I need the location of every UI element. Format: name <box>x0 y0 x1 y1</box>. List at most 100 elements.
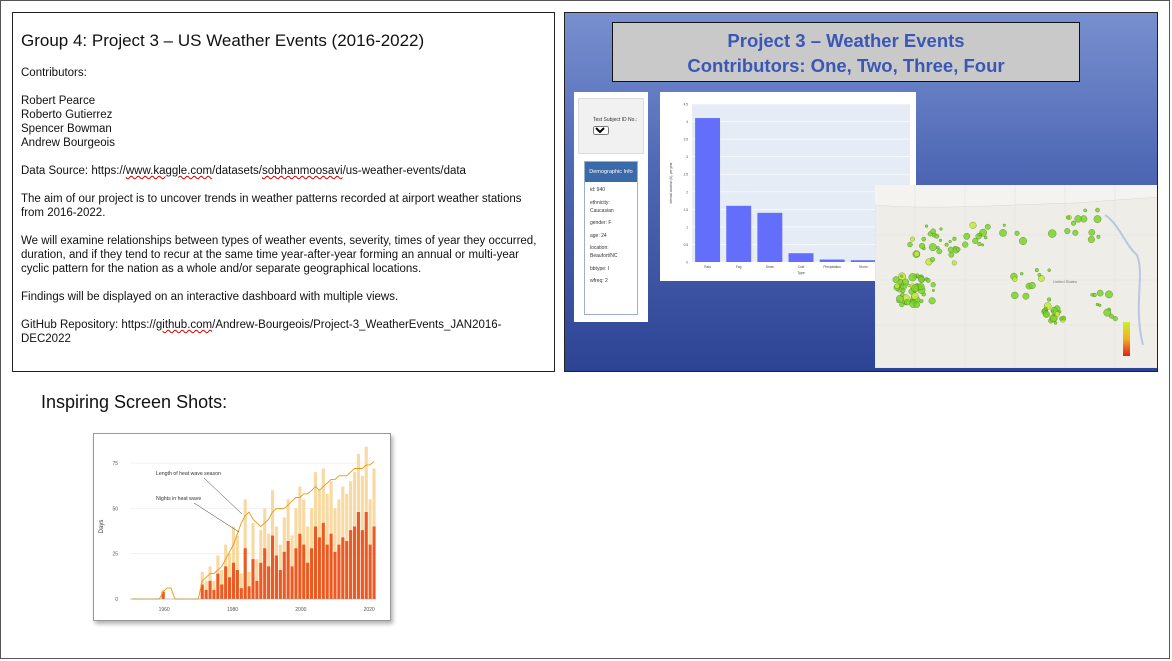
night-bar <box>208 580 212 599</box>
x-tick-label: 1960 <box>159 607 170 613</box>
map-svg: United States <box>875 185 1157 368</box>
night-bar <box>329 533 333 599</box>
night-bar <box>231 562 236 599</box>
map-point <box>901 282 904 286</box>
night-bar <box>282 551 286 599</box>
map-point <box>1019 237 1027 245</box>
map-point <box>931 288 935 292</box>
map-point <box>951 260 957 266</box>
map-point <box>999 229 1007 237</box>
season-bar <box>255 559 259 599</box>
map-point <box>1014 230 1020 236</box>
night-bar <box>286 541 290 599</box>
night-bar <box>161 591 165 599</box>
project-title: Group 4: Project 3 – US Weather Events (… <box>21 31 425 50</box>
map-point <box>947 246 954 253</box>
night-bar <box>306 562 310 599</box>
heat-chart-svg: 0 25 50 75 Days 1960 1980 2000 2020 Length of hea… <box>99 446 376 613</box>
map-country-label: United States <box>1053 279 1077 284</box>
map-point <box>1095 302 1099 307</box>
map-point <box>1034 268 1039 273</box>
night-bar <box>224 566 228 599</box>
map-point <box>1095 207 1100 213</box>
map-point <box>934 233 940 239</box>
night-bar <box>251 559 255 599</box>
night-bar <box>341 537 345 599</box>
map-point <box>1088 229 1096 236</box>
map-point <box>911 284 919 293</box>
map-point <box>1020 272 1024 276</box>
data-source: Data Source: https://www.kaggle.com/data… <box>21 165 466 177</box>
map-point <box>921 236 927 242</box>
map-point <box>1074 215 1082 223</box>
night-bar <box>243 548 247 599</box>
annotation-pointer <box>203 477 243 515</box>
map-point <box>1096 289 1104 297</box>
demo-item: ethnicity: Caucasian <box>590 199 614 214</box>
map-point <box>1047 268 1051 272</box>
demo-item: gender: F <box>590 220 612 226</box>
map-point <box>1011 291 1019 300</box>
x-tick-label: 2000 <box>295 607 306 613</box>
x-tick-label: Cold <box>798 265 805 269</box>
night-bar <box>321 522 325 599</box>
map-point <box>1002 223 1006 227</box>
map-point <box>938 238 943 242</box>
map-point <box>1103 308 1112 317</box>
map-point <box>924 224 929 228</box>
y-tick-label: 0 <box>686 261 688 265</box>
night-bar <box>310 548 314 599</box>
map-point <box>1109 313 1114 319</box>
map-point <box>1065 215 1071 220</box>
night-bar <box>235 570 239 599</box>
map-point <box>1047 297 1052 302</box>
x-tick-label: 1980 <box>227 607 238 613</box>
night-bar <box>349 530 353 599</box>
slide-preview: Project 3 – Weather Events Contributors:… <box>564 12 1158 372</box>
map-point <box>930 228 936 235</box>
x-tick-label: Rain <box>704 265 711 269</box>
map-point <box>1105 290 1113 299</box>
data-source-link[interactable]: www.kaggle.com <box>125 165 213 177</box>
x-tick-label: Fog <box>736 265 742 269</box>
project-description-box: Group 4: Project 3 – US Weather Events (… <box>12 12 555 372</box>
night-bar <box>313 526 318 599</box>
github-link[interactable]: github.com <box>155 319 213 331</box>
night-bar <box>345 541 349 599</box>
map-point <box>913 301 920 308</box>
demo-item: bbtype: I <box>590 265 610 272</box>
map-point <box>928 297 936 305</box>
demographic-list: id: 940 ethnicity: Caucasian gender: F a… <box>585 182 637 294</box>
map-point <box>948 251 955 258</box>
map-point <box>894 283 900 289</box>
heat-wave-chart: 0 25 50 75 Days 1960 1980 2000 2020 Length of hea… <box>93 433 391 621</box>
weather-map: United States <box>875 185 1157 368</box>
night-bar <box>364 512 368 599</box>
x-tick-label: 2020 <box>364 607 375 613</box>
slide-title: Project 3 – Weather Events Contributors:… <box>612 22 1080 82</box>
y-tick-label: 0.5 <box>684 243 689 247</box>
map-point <box>978 232 982 237</box>
map-point <box>900 274 904 278</box>
github-repository: GitHub Repository: https://github.com/An… <box>21 319 502 345</box>
night-bar <box>352 526 357 599</box>
map-point <box>919 242 926 249</box>
map-point <box>1022 292 1030 300</box>
map-point <box>1090 293 1094 297</box>
y-tick-label: 3 <box>686 155 688 159</box>
night-bar <box>239 588 243 599</box>
y-tick-label: 75 <box>112 461 118 467</box>
map-point <box>1042 310 1050 318</box>
map-point <box>1093 215 1102 223</box>
night-bar <box>228 577 232 599</box>
night-bar <box>247 586 251 599</box>
night-bar <box>294 548 298 599</box>
night-bar <box>267 566 271 599</box>
map-point <box>963 232 971 240</box>
map-point <box>936 248 943 255</box>
subject-select[interactable]: 940 <box>593 126 609 135</box>
map-point <box>972 237 979 244</box>
annotation-season: Length of heat wave season <box>156 471 221 477</box>
night-bar <box>290 566 294 599</box>
map-point <box>1072 229 1079 236</box>
